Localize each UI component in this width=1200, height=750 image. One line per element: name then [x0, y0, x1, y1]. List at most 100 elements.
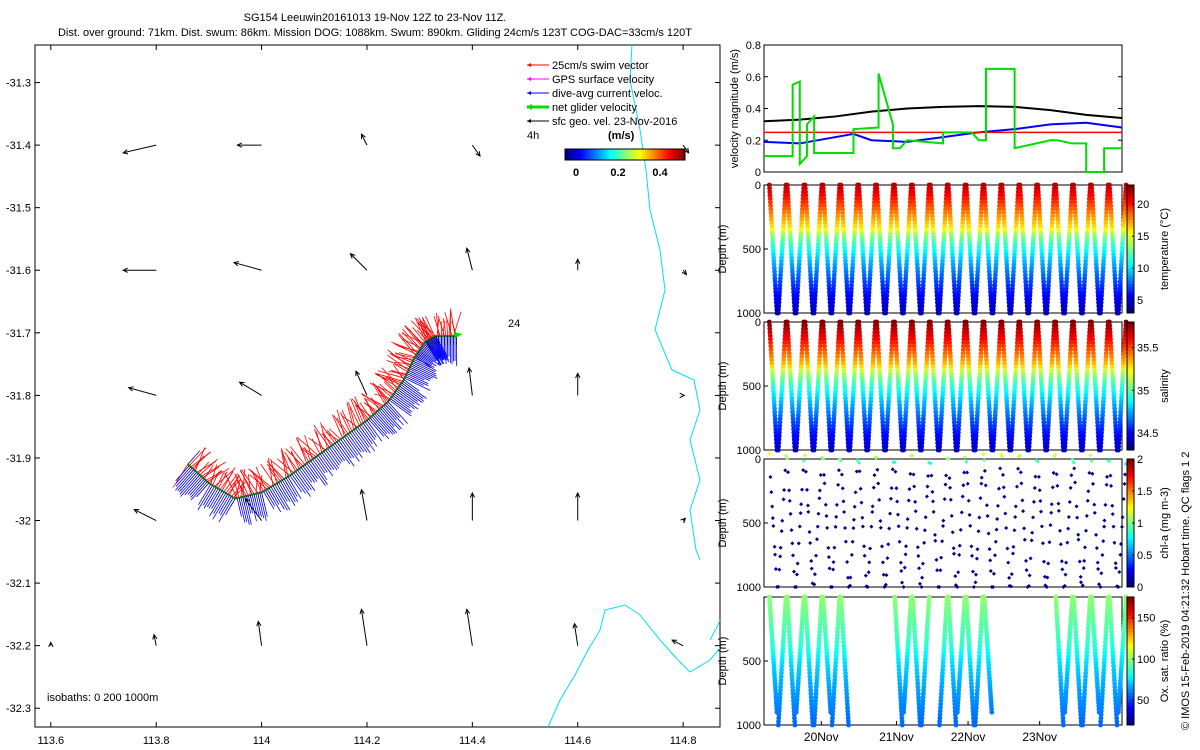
oxygen-section-sample [779, 660, 785, 666]
oxygen-section-sample [833, 663, 838, 669]
temperature-section-sample [1018, 203, 1024, 209]
salinity-section-sample [1093, 399, 1099, 404]
salinity-section-sample [832, 399, 838, 404]
salinity-section-sample [925, 343, 931, 349]
salinity-section-sample [994, 378, 1000, 384]
salinity-section-sample [1120, 368, 1126, 373]
chlorophyll-section-sample [1120, 515, 1125, 520]
temperature-section-sample [967, 248, 973, 254]
temperature-section-sample [878, 255, 884, 261]
coastline-fragment [709, 619, 721, 641]
temperature-section-sample [880, 279, 885, 285]
oxygen-section-sample [940, 660, 946, 666]
temperature-section-sample [1103, 220, 1109, 226]
salinity-section-sample [1026, 440, 1032, 446]
oxygen-section-sample [919, 712, 925, 718]
salinity-section-sample [979, 340, 984, 346]
salinity-section-sample [1093, 385, 1098, 391]
temperature-section-sample [994, 251, 1000, 257]
salinity-section-sample [879, 413, 885, 418]
temperature-section-sample [950, 262, 956, 267]
salinity-section-sample [931, 371, 936, 377]
temperature-section-sample [843, 262, 849, 267]
salinity-section-sample [842, 378, 847, 384]
dac-vector-103 [374, 413, 394, 435]
temperature-section-sample [947, 203, 953, 209]
oxygen-section-sample [807, 674, 813, 679]
oxygen-section-sample [924, 629, 930, 634]
salinity-section-sample [767, 326, 773, 332]
salinity-section-sample [1059, 423, 1065, 429]
temperature-section-sample [883, 310, 889, 316]
salinity-section-sample [824, 378, 829, 384]
salinity-section-sample [948, 368, 954, 373]
salinity-section-sample [984, 357, 989, 363]
salinity-section-sample [874, 329, 880, 335]
oxygen-section-sample [805, 643, 811, 648]
chlorophyll-section-sample [957, 543, 962, 548]
salinity-section-sample [958, 395, 963, 401]
temperature-section-sample [1108, 206, 1114, 212]
salinity-section-sample [1095, 423, 1101, 429]
oxygen-section-sample [809, 701, 814, 707]
temperature-section-sample [1055, 210, 1060, 216]
temperature-section-sample [868, 262, 874, 267]
temperature-section-sample [1058, 272, 1064, 278]
oxygen-section-sample [845, 719, 851, 724]
salinity-section-sample [848, 433, 854, 439]
salinity-section-sample [1071, 319, 1077, 325]
temperature-section-sample [942, 224, 947, 229]
oxygen-section-sample [973, 708, 979, 714]
map-ytick-label-3: -31.6 [6, 265, 31, 277]
salinity-section-sample [1090, 340, 1096, 346]
chlorophyll-section-sample [1113, 566, 1118, 571]
salinity-section-sample [968, 392, 973, 398]
chlorophyll-section-sample [991, 571, 996, 576]
salinity-section-sample [1004, 402, 1010, 408]
salinity-section-sample [1040, 399, 1045, 404]
oxygen-section-sample [938, 698, 944, 704]
salinity-section-sample [1036, 343, 1042, 349]
oxygen-section-sample [912, 639, 918, 645]
salinity-section-sample [990, 444, 996, 449]
temperature-section-sample [928, 196, 934, 202]
temperature-section-sample [805, 227, 811, 233]
salinity-section-sample [1041, 419, 1047, 425]
chlorophyll-section-sample [818, 473, 823, 478]
salinity-section-sample [1092, 371, 1098, 377]
temperature-section-sample [786, 203, 791, 209]
temperature-section-sample [874, 186, 880, 191]
salinity-section-sample [771, 392, 777, 398]
chlorophyll-section-sample [944, 473, 949, 478]
temperature-section-sample [965, 213, 971, 219]
temperature-section-sample [1048, 248, 1053, 254]
salinity-section-sample [1080, 440, 1086, 446]
speed-colorbar-cell-22 [609, 149, 612, 160]
temperature-section-sample [1083, 248, 1089, 254]
temperature-section-sample [1089, 189, 1095, 195]
temperature-section-sample [902, 289, 908, 295]
chlorophyll-section-sample [825, 525, 830, 530]
salinity-section-sample [804, 347, 810, 353]
temperature-section-sample [823, 227, 829, 233]
temperature-section-sample [861, 269, 867, 274]
temperature-section-sample [967, 251, 973, 257]
temperature-section-sample [1113, 289, 1119, 295]
temperature-section-sample [955, 300, 961, 306]
temperature-section-sample [1098, 310, 1103, 316]
speed-colorbar-cell-29 [623, 149, 626, 160]
salinity-section-sample [1055, 350, 1061, 356]
salinity-section-sample [1064, 406, 1070, 411]
temperature-section-sample [870, 220, 876, 226]
salinity-section-sample [1083, 399, 1088, 404]
temperature-section-sample [957, 265, 963, 271]
temperature-section-sample [815, 241, 821, 247]
temperature-section-sample [776, 293, 782, 299]
salinity-section-sample [854, 336, 859, 342]
temperature-section-sample [888, 224, 894, 229]
temperature-section-sample [948, 227, 954, 233]
salinity-section-sample [861, 399, 866, 404]
chlorophyll-section-sample [1049, 510, 1054, 515]
salinity-section-sample [1107, 323, 1113, 328]
salinity-section-sample [1072, 340, 1078, 346]
